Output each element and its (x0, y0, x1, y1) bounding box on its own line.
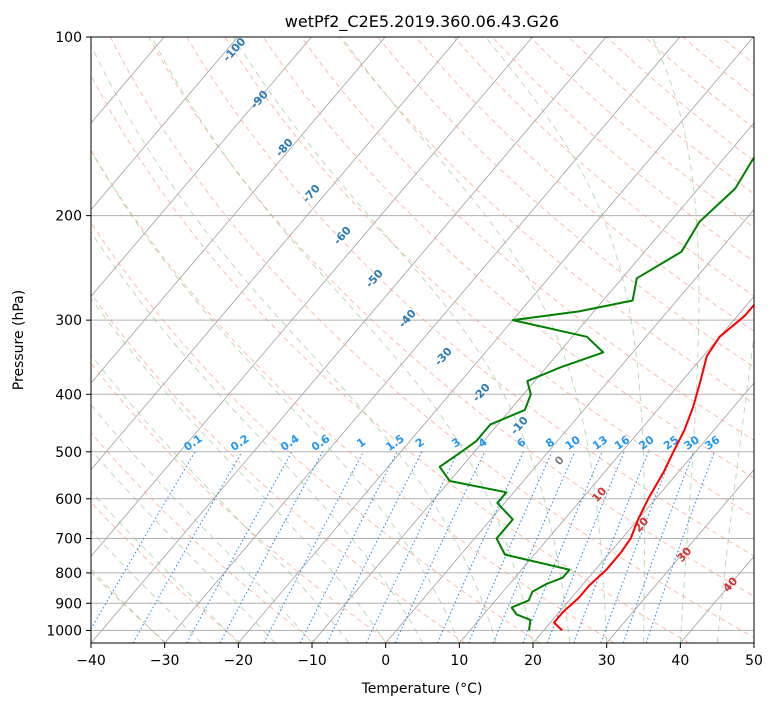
mixing-ratio-line (219, 451, 324, 643)
moist-adiabat-line (151, 37, 534, 643)
mixing-ratio-line (132, 451, 243, 643)
mixing-ratio-line (622, 451, 695, 643)
moist-adiabat-line (485, 37, 646, 643)
dry-adiabat-line (415, 37, 754, 332)
x-axis: −40 −30 −20 −10 0 10 20 30 40 50 (76, 643, 763, 669)
moist-adiabat-line (91, 448, 276, 643)
isotherm-line (385, 209, 754, 643)
y-axis-label: Pressure (hPa) (11, 290, 27, 390)
dewpoint-line (438, 156, 754, 631)
dry-adiabat-line (339, 37, 754, 404)
x-tick-label: −20 (224, 653, 254, 669)
mixing-ratio-line (645, 451, 715, 643)
dry-adiabat-line (377, 37, 754, 368)
y-tick-label: 100 (55, 30, 82, 46)
y-tick-label: 1000 (46, 623, 82, 639)
temperature-line (553, 303, 754, 632)
x-tick-label: 50 (745, 653, 763, 669)
x-tick-label: 10 (450, 653, 468, 669)
y-tick-label: 200 (55, 209, 82, 225)
moist-adiabat-line (91, 530, 202, 643)
moist-adiabat-line (91, 568, 166, 643)
dry-adiabat-line (91, 222, 541, 643)
moist-adiabat-line (91, 149, 460, 643)
isotherm-line (91, 37, 386, 384)
mixing-ratio-line (468, 451, 553, 643)
dry-adiabat-line (91, 432, 316, 643)
isotherm-line (91, 37, 460, 471)
isotherm-line (606, 469, 754, 643)
dry-adiabat-line (91, 74, 690, 643)
plot-frame (90, 36, 755, 644)
moist-adiabat-line (91, 297, 387, 643)
mixing-ratio-line (522, 451, 603, 643)
isotherm-line (91, 37, 239, 211)
x-tick-label: 0 (381, 653, 390, 669)
moist-adiabat-line (91, 231, 423, 643)
mixing-ratio-line (492, 451, 576, 643)
dry-adiabat-line (91, 149, 615, 643)
x-axis-label: Temperature (°C) (361, 681, 483, 697)
dry-adiabat-line (606, 37, 754, 162)
y-tick-label: 300 (55, 313, 82, 329)
isotherm-line (91, 37, 607, 643)
y-tick-label: 700 (55, 532, 82, 548)
dry-adiabat-line (91, 362, 391, 643)
isotherm-line (164, 37, 681, 643)
moist-adiabat-line (716, 332, 754, 643)
mixing-ratio-line (186, 451, 293, 643)
y-axis: 100 200 300 400 500 600 700 800 900 1000 (46, 30, 91, 639)
dry-adiabat-line (148, 37, 754, 597)
mixing-ratio-line (365, 451, 459, 643)
y-tick-label: 800 (55, 566, 82, 582)
isotherm-line (238, 37, 754, 643)
mixing-ratio-line (436, 451, 524, 643)
x-tick-label: −10 (297, 653, 327, 669)
mixing-ratio-line (91, 451, 196, 630)
x-tick-label: −40 (76, 653, 106, 669)
background-lines (91, 37, 754, 643)
moist-adiabat-line (91, 354, 350, 643)
y-tick-label: 600 (55, 492, 82, 508)
moist-adiabat-line (341, 37, 608, 643)
x-tick-label: −30 (150, 653, 180, 669)
moist-adiabat-line (91, 43, 497, 643)
isotherm-line (91, 37, 533, 557)
isotherm-line (91, 37, 312, 297)
moist-adiabat-line (91, 404, 313, 643)
x-tick-label: 40 (671, 653, 689, 669)
moist-adiabat-line (233, 37, 571, 643)
isotherm-line (532, 382, 754, 643)
moist-adiabat-line (651, 37, 700, 643)
x-tick-label: 20 (524, 653, 542, 669)
dry-adiabat-line (186, 37, 754, 557)
mixing-ratio-line (394, 451, 486, 643)
isotherm-line (311, 122, 754, 643)
chart-title: wetPf2_C2E5.2019.360.06.43.G26 (285, 12, 559, 32)
y-tick-label: 500 (55, 445, 82, 461)
y-tick-label: 400 (55, 387, 82, 403)
moist-adiabat-line (91, 490, 239, 643)
dry-adiabat-line (109, 37, 754, 638)
y-tick-label: 900 (55, 596, 82, 612)
x-tick-label: 30 (598, 653, 616, 669)
profile-lines (438, 156, 754, 632)
